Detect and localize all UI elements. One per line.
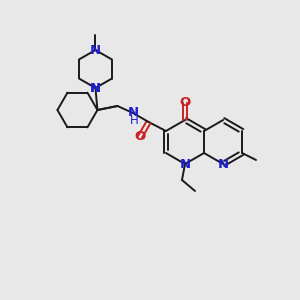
Text: N: N: [90, 44, 101, 56]
Text: N: N: [90, 82, 101, 94]
Text: O: O: [134, 130, 146, 143]
Text: N: N: [218, 158, 229, 170]
Text: O: O: [179, 97, 191, 110]
Text: N: N: [179, 158, 191, 170]
Text: H: H: [130, 113, 138, 127]
Text: N: N: [90, 82, 101, 94]
Text: N: N: [128, 106, 139, 119]
